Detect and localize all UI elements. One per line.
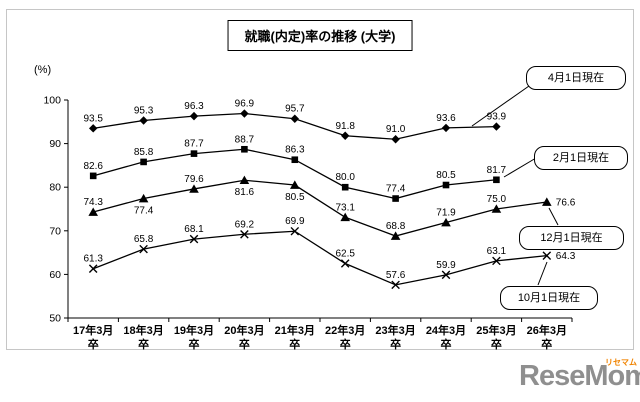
svg-text:68.1: 68.1 [184, 224, 204, 235]
svg-text:卒: 卒 [189, 337, 200, 351]
svg-text:26年3月: 26年3月 [527, 323, 567, 337]
svg-text:卒: 卒 [340, 337, 351, 351]
svg-text:82.6: 82.6 [83, 161, 103, 172]
svg-text:22年3月: 22年3月 [325, 323, 365, 337]
svg-text:68.8: 68.8 [386, 221, 406, 232]
svg-text:80.5: 80.5 [436, 170, 456, 181]
svg-text:75.0: 75.0 [487, 194, 507, 205]
svg-text:57.6: 57.6 [386, 270, 406, 281]
svg-text:96.3: 96.3 [184, 101, 204, 112]
svg-text:87.7: 87.7 [184, 139, 204, 150]
svg-text:69.9: 69.9 [285, 216, 305, 227]
svg-text:23年3月: 23年3月 [375, 323, 415, 337]
svg-text:80.5: 80.5 [285, 192, 305, 203]
svg-text:85.8: 85.8 [134, 147, 154, 158]
svg-text:64.3: 64.3 [556, 251, 576, 262]
svg-text:25年3月: 25年3月 [476, 323, 516, 337]
svg-text:60: 60 [49, 269, 61, 281]
chart-title: 就職(内定)率の推移 (大学) [227, 20, 413, 51]
svg-text:91.8: 91.8 [335, 121, 355, 132]
svg-text:卒: 卒 [138, 337, 149, 351]
resemom-logo-kana: リセマム [605, 358, 637, 367]
svg-text:91.0: 91.0 [386, 124, 406, 135]
resemom-logo-text: ReseMom [519, 360, 640, 392]
svg-text:76.6: 76.6 [556, 198, 576, 209]
svg-text:卒: 卒 [441, 337, 452, 351]
svg-text:81.7: 81.7 [487, 165, 507, 176]
svg-text:100: 100 [43, 95, 61, 107]
svg-text:90: 90 [49, 138, 61, 150]
svg-text:19年3月: 19年3月 [174, 323, 214, 337]
svg-text:24年3月: 24年3月 [426, 323, 466, 337]
svg-text:卒: 卒 [491, 337, 502, 351]
resemom-logo: リセマム ReseMom [519, 356, 640, 396]
svg-text:71.9: 71.9 [436, 208, 456, 219]
svg-text:卒: 卒 [390, 337, 401, 351]
svg-text:88.7: 88.7 [235, 134, 255, 145]
svg-text:95.3: 95.3 [134, 105, 154, 116]
svg-text:63.1: 63.1 [487, 246, 507, 257]
svg-text:80: 80 [49, 182, 61, 194]
svg-text:74.3: 74.3 [83, 197, 103, 208]
svg-text:62.5: 62.5 [335, 249, 355, 260]
svg-text:79.6: 79.6 [184, 174, 204, 185]
svg-text:86.3: 86.3 [285, 145, 305, 156]
legend-box-feb1: 2月1日現在 [534, 146, 628, 170]
svg-text:93.9: 93.9 [487, 112, 507, 123]
legend-box-april1: 4月1日現在 [526, 66, 626, 90]
svg-text:59.9: 59.9 [436, 260, 456, 271]
svg-text:21年3月: 21年3月 [275, 323, 315, 337]
svg-text:18年3月: 18年3月 [123, 323, 163, 337]
svg-text:80.0: 80.0 [335, 172, 355, 183]
svg-text:卒: 卒 [239, 337, 250, 351]
svg-text:17年3月: 17年3月 [73, 323, 113, 337]
svg-text:卒: 卒 [289, 337, 300, 351]
legend-box-oct1: 10月1日現在 [500, 286, 598, 310]
svg-text:77.4: 77.4 [386, 184, 406, 195]
svg-text:77.4: 77.4 [134, 206, 154, 217]
svg-text:卒: 卒 [88, 337, 99, 351]
svg-text:73.1: 73.1 [335, 202, 355, 213]
svg-text:81.6: 81.6 [235, 187, 255, 198]
svg-text:50: 50 [49, 313, 61, 325]
legend-box-dec1: 12月1日現在 [519, 226, 624, 250]
svg-text:93.6: 93.6 [436, 113, 456, 124]
svg-text:65.8: 65.8 [134, 234, 154, 245]
svg-text:70: 70 [49, 225, 61, 237]
svg-text:卒: 卒 [541, 337, 552, 351]
svg-text:93.5: 93.5 [83, 113, 103, 124]
svg-text:61.3: 61.3 [83, 254, 103, 265]
svg-text:20年3月: 20年3月 [224, 323, 264, 337]
y-axis-unit-label: (%) [34, 64, 52, 76]
svg-text:96.9: 96.9 [235, 99, 255, 110]
svg-text:95.7: 95.7 [285, 104, 305, 115]
svg-text:69.2: 69.2 [235, 219, 255, 230]
